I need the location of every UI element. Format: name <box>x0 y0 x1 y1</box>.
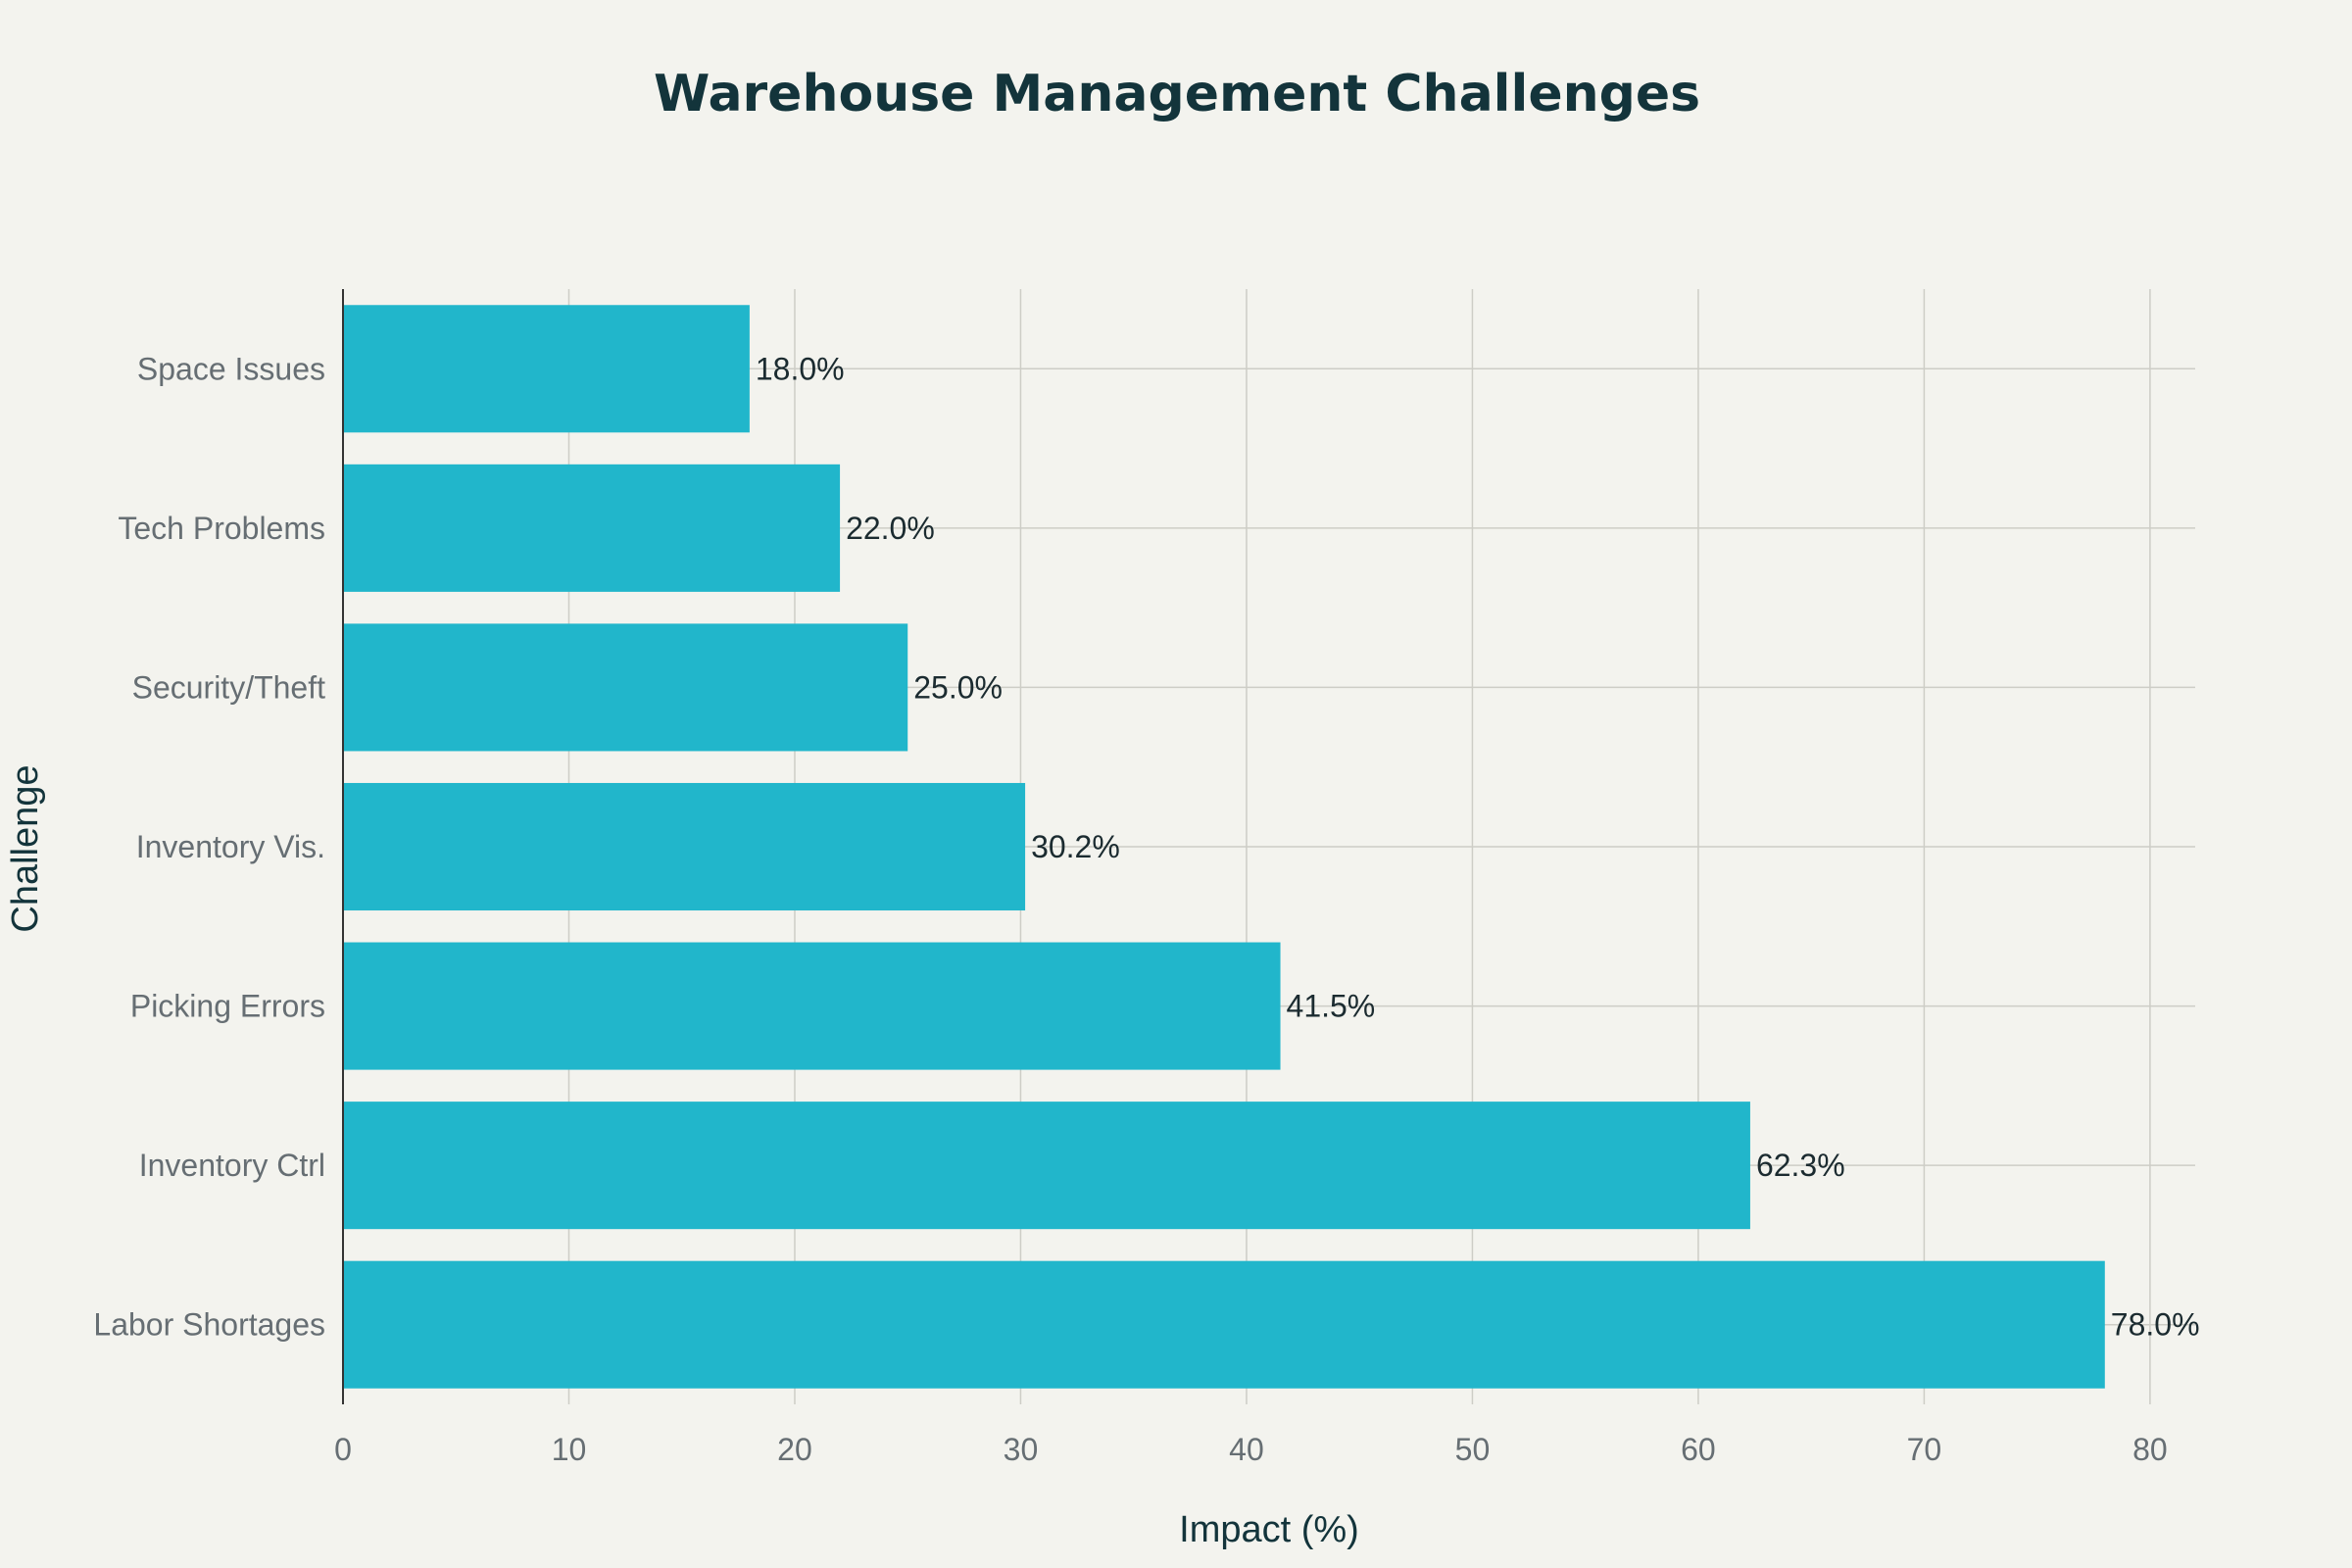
x-tick-label: 30 <box>1004 1432 1039 1467</box>
x-axis-title: Impact (%) <box>1179 1509 1359 1550</box>
bar <box>343 1102 1750 1230</box>
x-tick-label: 50 <box>1455 1432 1491 1467</box>
y-tick-label: Inventory Ctrl <box>139 1148 325 1183</box>
data-labels: 78.0% 62.3% 41.5% 30.2% 25.0% 22.0% 18.0% <box>756 351 2200 1342</box>
x-tick-label: 0 <box>334 1432 352 1467</box>
bar <box>343 305 750 433</box>
y-axis-ticks: Labor Shortages Inventory Ctrl Picking Err… <box>93 351 325 1342</box>
y-tick-label: Inventory Vis. <box>136 829 325 864</box>
bar-data-label: 62.3% <box>1756 1148 1845 1183</box>
bar-data-label: 22.0% <box>846 511 935 546</box>
bar <box>343 1260 2105 1389</box>
y-tick-label: Tech Problems <box>118 511 325 546</box>
x-tick-label: 60 <box>1681 1432 1716 1467</box>
x-tick-label: 70 <box>1907 1432 1942 1467</box>
y-tick-label: Security/Theft <box>132 669 326 705</box>
y-axis-title: Challenge <box>5 764 46 932</box>
chart-title: Warehouse Management Challenges <box>654 65 1700 123</box>
bar <box>343 942 1281 1070</box>
x-tick-label: 20 <box>777 1432 812 1467</box>
x-tick-label: 10 <box>552 1432 587 1467</box>
x-tick-label: 80 <box>2132 1432 2168 1467</box>
x-axis-ticks: 0 10 20 30 40 50 60 70 80 <box>334 1432 2168 1467</box>
bars <box>343 305 2105 1389</box>
y-tick-label: Picking Errors <box>130 989 325 1024</box>
bar-data-label: 78.0% <box>2111 1307 2200 1343</box>
y-tick-label: Labor Shortages <box>93 1307 325 1343</box>
y-tick-label: Space Issues <box>137 351 325 386</box>
bar <box>343 464 841 592</box>
bar-data-label: 30.2% <box>1031 829 1120 864</box>
bar-data-label: 25.0% <box>913 669 1003 705</box>
bar-data-label: 18.0% <box>756 351 845 386</box>
bar-data-label: 41.5% <box>1287 989 1376 1024</box>
x-tick-label: 40 <box>1229 1432 1264 1467</box>
bar <box>343 623 908 752</box>
bar <box>343 782 1026 911</box>
